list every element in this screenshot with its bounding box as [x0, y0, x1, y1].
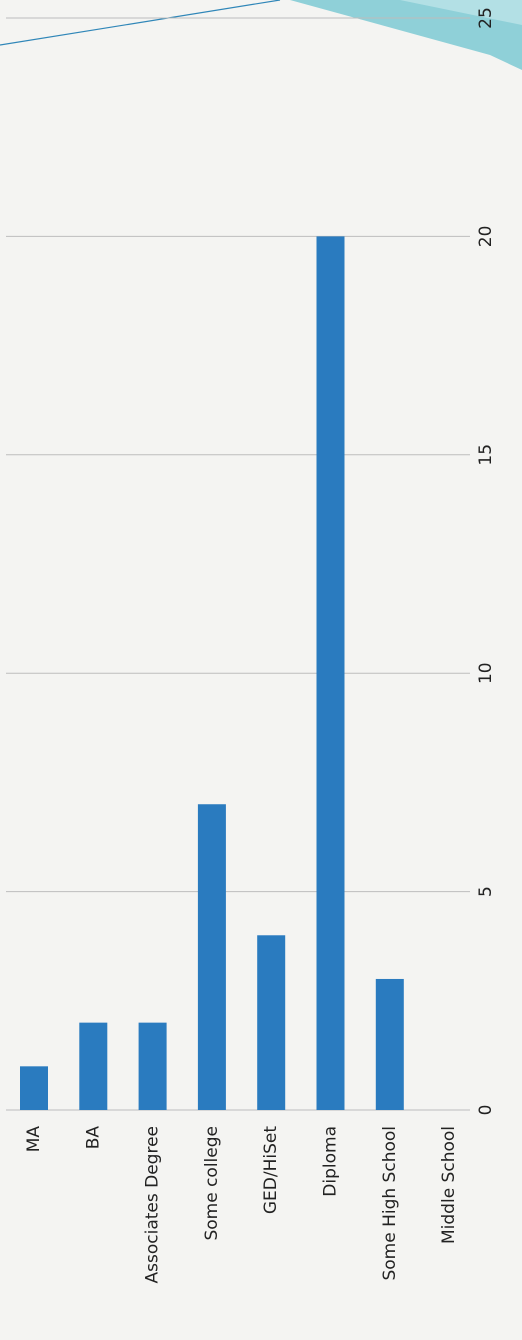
x-tick-label: Some college	[202, 1126, 222, 1241]
bar	[20, 1066, 48, 1110]
y-tick-label: 0	[476, 1105, 496, 1116]
x-tick-label: Some High School	[380, 1126, 400, 1281]
bar	[197, 804, 226, 1110]
x-tick-label: Middle School	[439, 1126, 459, 1244]
y-tick-label: 25	[476, 7, 496, 29]
decoration-line	[0, 0, 281, 46]
x-tick-label: GED/HiSet	[261, 1126, 281, 1214]
y-tick-label: 15	[476, 444, 496, 466]
y-tick-label: 10	[476, 662, 496, 684]
x-tick-label: BA	[83, 1126, 103, 1150]
x-tick-label: Associates Degree	[143, 1126, 163, 1284]
y-tick-label: 20	[476, 226, 496, 248]
decoration	[400, 0, 522, 25]
x-tick-label: MA	[24, 1126, 44, 1153]
bar	[316, 236, 345, 1110]
y-tick-label: 5	[476, 886, 496, 897]
bar	[79, 1022, 108, 1110]
bar	[257, 935, 286, 1110]
bar	[375, 978, 404, 1110]
bar	[138, 1022, 167, 1110]
x-tick-label: Diploma	[321, 1126, 341, 1197]
